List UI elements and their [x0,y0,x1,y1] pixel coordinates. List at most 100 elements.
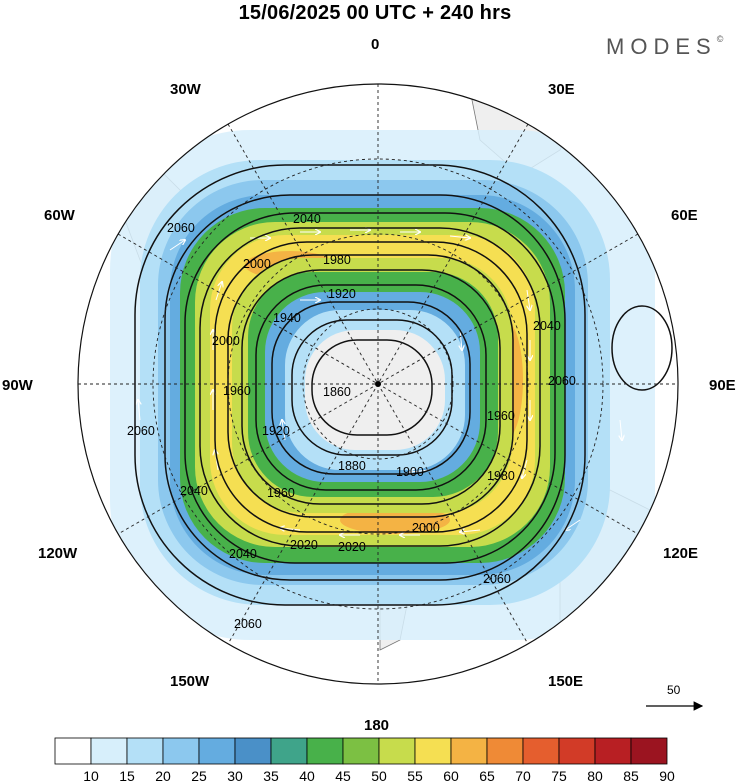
colorbar-swatch [378,737,416,765]
meridian-label-60w: 60W [44,207,76,224]
meridian-label-120w: 120W [38,545,78,562]
meridian-label-0: 0 [371,36,379,53]
meridian-label-90w: 90W [2,377,34,394]
contour-label: 2060 [167,221,195,235]
copyright-mark: © [716,34,724,44]
colorbar-swatch [54,737,92,765]
colorbar-tick-label: 35 [263,768,279,782]
colorbar-tick-label: 15 [119,768,135,782]
colorbar-swatch [630,737,668,765]
contour-1900-line [271,301,471,475]
contour-label: 1920 [262,424,290,438]
wind-arrow [449,236,470,238]
colorbar-tick-label: 80 [587,768,603,782]
contour-2000-line [199,227,541,547]
wind-arrow [215,282,222,301]
colorbar-tick-label: 75 [551,768,567,782]
contour-2020-line [184,212,556,564]
contour-label: 1900 [396,465,424,479]
contour-label: 2020 [290,538,318,552]
colorbar-tick-label: 70 [515,768,531,782]
colorbar-tick-label: 85 [623,768,639,782]
colorbar-tick-label: 45 [335,768,351,782]
contour-1940-line [241,269,501,505]
contour-label: 1940 [273,311,301,325]
wind-arrow [410,470,431,472]
map-disc [78,84,678,684]
contour-label: 1960 [267,486,295,500]
contour-label: 1960 [487,409,515,423]
colorbar-tick-label: 65 [479,768,495,782]
contour-label: 1920 [328,287,356,301]
meridian-label-90e: 90E [709,377,736,394]
colorbar-tick-label: 25 [191,768,207,782]
colorbar-tick-label: 10 [83,768,99,782]
wind-arrow [169,240,185,251]
colorbar-swatch [90,737,128,765]
vector-scale-value: 50 [667,683,681,697]
colorbar: 10 15 20 25 30 35 40 45 50 55 60 65 70 75 80 85 90 [54,737,675,782]
map-boundary [77,83,679,685]
map-title: 15/06/2025 00 UTC + 240 hrs [238,2,512,24]
meridian-label-120e: 120E [663,545,698,562]
colorbar-tick-label: 50 [371,768,387,782]
colorbar-swatch [234,737,272,765]
wind-arrow [282,420,285,441]
contour-label: 2040 [229,547,257,561]
contour-label: 1860 [323,385,351,399]
wind-arrow [527,289,530,310]
wind-arrow [138,400,140,421]
contour-label: 1980 [487,469,515,483]
wind-arrow [565,519,581,530]
contour-label: 2000 [212,334,240,348]
contour-label: 2060 [127,424,155,438]
height-contours [134,164,673,606]
colorbar-swatch [558,737,596,765]
contour-label: 2000 [243,257,271,271]
contour-label: 2040 [533,319,561,333]
contour-label: 1880 [338,459,366,473]
colorbar-swatch [342,737,380,765]
meridian-label-150e: 150E [548,673,583,690]
colorbar-tick-label: 20 [155,768,171,782]
colorbar-swatch [162,737,200,765]
colorbar-swatch [522,737,560,765]
contour-2060-line [134,164,586,606]
contour-1920-line [255,284,487,491]
colorbar-swatch [486,737,524,765]
meridian-labels: 0 30E 60E 90E 120E 150E 180 150W 120W 90… [2,36,736,734]
meridian-label-150w: 150W [170,673,210,690]
colorbar-swatch [126,737,164,765]
contour-label: 2020 [338,540,366,554]
contour-label: 2060 [483,572,511,586]
contour-labels: 1860 1880 1900 1920 1920 1940 1960 1960 … [127,212,576,631]
modes-logo: MODES© [606,34,723,60]
contour-1980-line [214,241,528,533]
contour-label: 2040 [180,484,208,498]
colorbar-tick-label: 40 [299,768,315,782]
colorbar-tick-label: 90 [659,768,675,782]
contour-label: 1980 [323,253,351,267]
colorbar-tick-label: 55 [407,768,423,782]
contour-label: 2040 [293,212,321,226]
colorbar-swatch [270,737,308,765]
colorbar-swatch [450,737,488,765]
colorbar-swatch [594,737,632,765]
contour-1860-line [311,339,433,436]
meridian-label-180: 180 [364,717,389,734]
colorbar-tick-label: 30 [227,768,243,782]
contour-2040-line [164,194,566,581]
south-pole-dot [375,381,381,387]
colorbar-swatch [414,737,452,765]
meridian-label-30w: 30W [170,81,202,98]
colorbar-swatch [306,737,344,765]
vector-scale: 50 [646,683,704,711]
colorbar-tick-label: 60 [443,768,459,782]
contour-2060-east-line [611,305,673,391]
contour-1880-line [291,319,453,456]
meridian-label-60e: 60E [671,207,698,224]
brand-text: MODES [606,34,717,59]
meridian-label-30e: 30E [548,81,575,98]
contour-label: 2000 [412,521,440,535]
